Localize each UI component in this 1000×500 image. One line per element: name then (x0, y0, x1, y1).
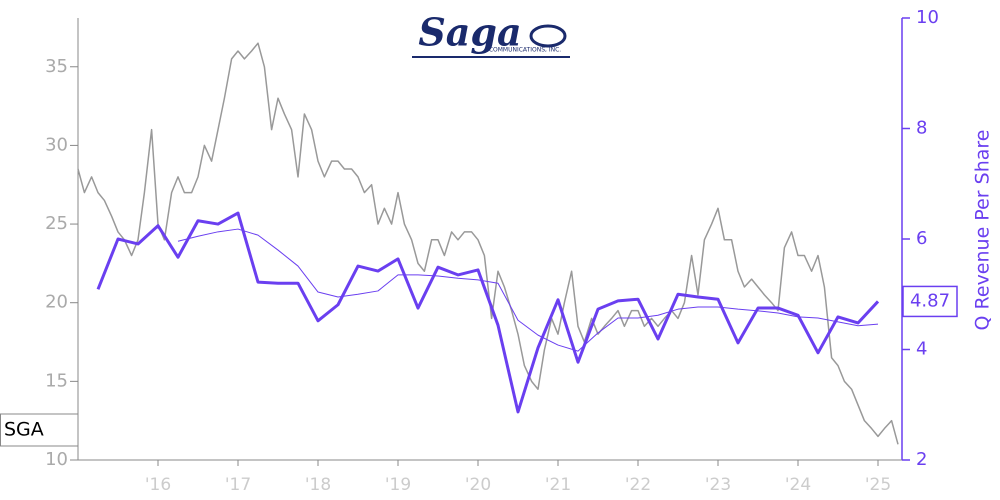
y2-tick-label: 8 (916, 118, 927, 139)
series-line (96, 211, 880, 414)
ticker-box (0, 413, 79, 447)
x-tick-label: '23 (705, 475, 731, 495)
x-tick-label: '21 (545, 475, 571, 495)
logo: Saga COMMUNICATIONS, INC. (412, 10, 570, 58)
y2-tick-label: 2 (916, 449, 927, 470)
y-tick-label: 35 (45, 56, 68, 77)
x-tick-label: '20 (465, 475, 491, 495)
logo-mark (529, 24, 567, 48)
x-tick-label: '19 (385, 475, 411, 495)
y-tick-label: 20 (45, 292, 68, 313)
x-tick-label: '16 (145, 475, 171, 495)
x-tick-label: '18 (305, 475, 331, 495)
series-line (77, 42, 899, 445)
y-tick-label: 10 (45, 449, 68, 470)
value-box (902, 285, 958, 318)
value-label: 4.87 (910, 290, 950, 311)
y-tick-label: 30 (45, 134, 68, 155)
logo-text: Saga (418, 10, 521, 55)
logo-subtext: COMMUNICATIONS, INC. (489, 47, 561, 54)
y2-tick-label: 10 (916, 7, 939, 28)
x-tick-label: '24 (785, 475, 811, 495)
x-tick-label: '25 (865, 475, 891, 495)
series-line (177, 228, 879, 352)
y-tick-label: 15 (45, 370, 68, 391)
x-tick-label: '17 (225, 475, 251, 495)
y2-tick-label: 4 (916, 339, 927, 360)
y2-tick-label: 6 (916, 228, 927, 249)
y-tick-label: 25 (45, 213, 68, 234)
x-tick-label: '22 (625, 475, 651, 495)
ticker-label: SGA (4, 419, 44, 441)
y2-axis-label: Q Revenue Per Share (972, 130, 994, 331)
